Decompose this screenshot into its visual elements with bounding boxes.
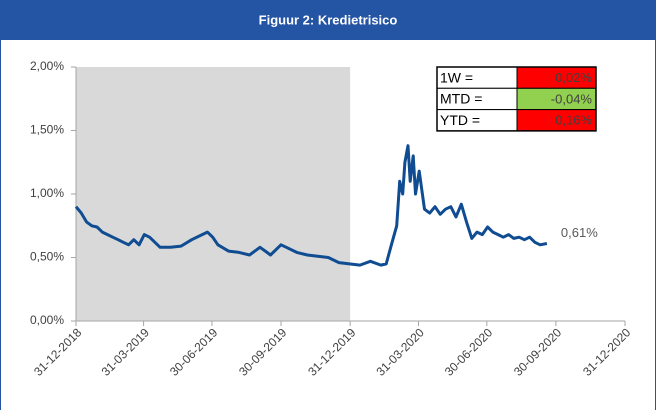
- table-value: -0,04%: [551, 91, 593, 106]
- y-tick-label: 2,00%: [30, 59, 64, 73]
- x-tick-label: 31-12-2020: [580, 325, 634, 379]
- x-tick-label: 30-09-2020: [511, 325, 565, 379]
- chart-title: Figuur 2: Kredietrisico: [259, 12, 398, 27]
- table-value: 0,16%: [555, 113, 592, 128]
- x-tick-label: 30-06-2019: [167, 325, 221, 379]
- table-border: [436, 66, 597, 132]
- table-label: MTD =: [440, 91, 482, 107]
- shaded-period: [76, 67, 351, 321]
- x-tick-label: 31-03-2019: [99, 325, 153, 379]
- y-tick-label: 0,00%: [30, 313, 64, 327]
- x-tick-label: 31-03-2020: [374, 325, 428, 379]
- x-tick-label: 31-12-2018: [31, 325, 85, 379]
- table-value: 0,02%: [555, 70, 592, 85]
- y-tick-label: 0,50%: [30, 250, 64, 264]
- y-tick-label: 1,50%: [30, 123, 64, 137]
- table-label: YTD =: [440, 112, 480, 128]
- x-tick-label: 30-06-2020: [442, 325, 496, 379]
- data-line: [74, 144, 548, 267]
- table-label: 1W =: [440, 69, 473, 85]
- end-label: 0,61%: [561, 225, 598, 240]
- x-tick-label: 31-12-2019: [305, 325, 359, 379]
- y-tick-label: 1,00%: [30, 186, 64, 200]
- x-tick-label: 30-09-2019: [236, 325, 290, 379]
- header-bar: [0, 0, 656, 40]
